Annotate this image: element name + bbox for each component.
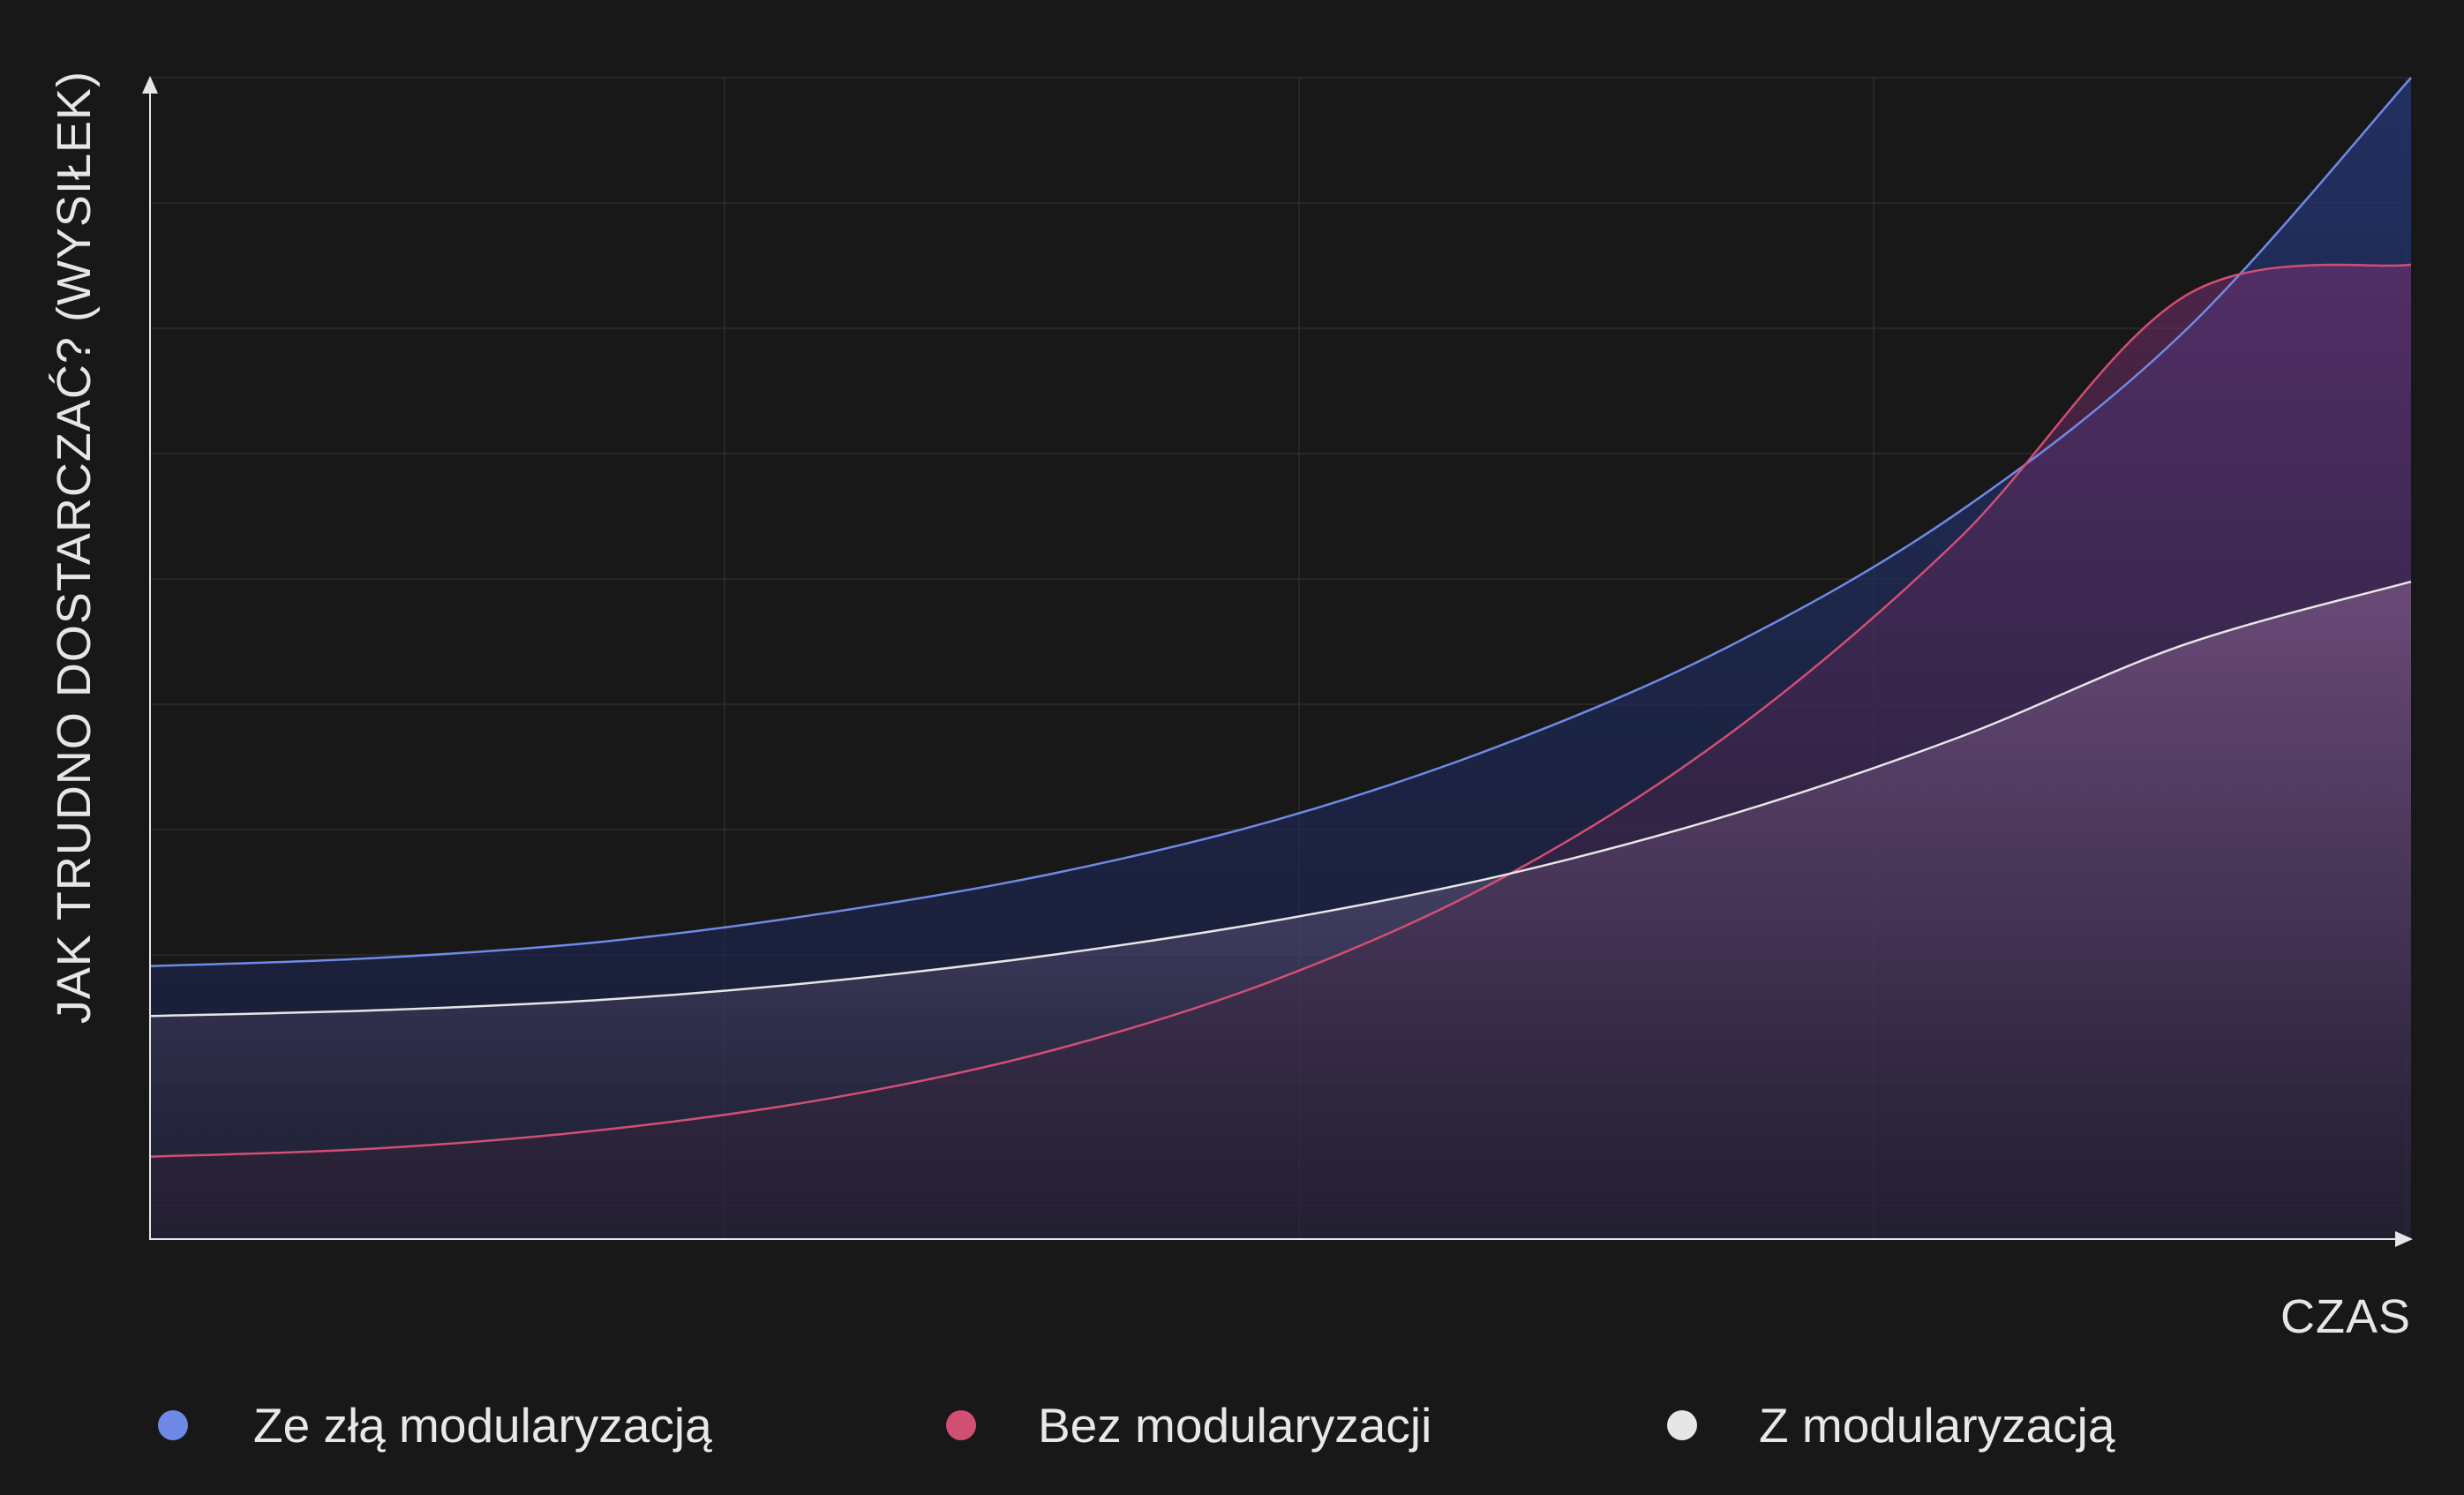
line-z-modularyzacja	[149, 580, 2412, 1018]
legend-label: Z modularyzacją	[1759, 1398, 2115, 1453]
legend-dot-red	[946, 1410, 976, 1440]
series-areas	[150, 78, 2411, 1239]
axes	[142, 76, 2413, 1247]
legend-label: Ze złą modularyzacją	[253, 1398, 712, 1453]
series-lines	[149, 77, 2412, 1158]
legend-dot-blue	[158, 1410, 188, 1440]
legend-item-bez-modularyzacji: Bez modularyzacji	[946, 1394, 1431, 1456]
legend-item-z-modularyzacja: Z modularyzacją	[1667, 1394, 2115, 1456]
y-axis-label: JAK TRUDNO DOSTARCZAĆ? (WYSIŁEK)	[48, 71, 101, 1024]
legend-item-ze-zla-modularyzacja: Ze złą modularyzacją	[158, 1394, 712, 1456]
area-bez-modularyzacji	[150, 264, 2411, 1239]
line-bez-modularyzacji	[149, 263, 2412, 1158]
x-axis-arrow	[2395, 1231, 2413, 1247]
y-axis-arrow	[142, 76, 158, 94]
line-ze-zla-modularyzacja	[149, 77, 2412, 967]
x-axis-label: CZAS	[2280, 1290, 2411, 1343]
legend: Ze złą modularyzacją Bez modularyzacji Z…	[0, 1394, 2464, 1456]
legend-label: Bez modularyzacji	[1038, 1398, 1432, 1453]
legend-dot-white	[1667, 1410, 1697, 1440]
